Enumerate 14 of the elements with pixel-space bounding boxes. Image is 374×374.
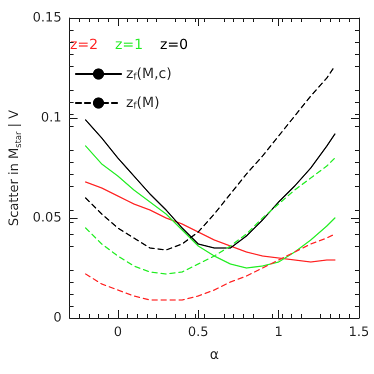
x-tick-label: 0: [114, 325, 122, 340]
x-tick-label: 1.5: [348, 325, 370, 340]
x-axis-title: α: [210, 347, 219, 363]
y-tick-label: 0.15: [32, 10, 62, 26]
annotation: z=2: [70, 37, 98, 53]
x-tick-label: 1: [274, 325, 283, 340]
annotation: z=0: [160, 37, 188, 53]
y-tick-label: 0.1: [40, 110, 62, 126]
y-tick-label: 0: [53, 310, 62, 326]
x-tick-label: 0.5: [188, 325, 209, 340]
y-axis-title: Scatter in Mstar | V: [7, 110, 23, 226]
line-series: [85, 65, 336, 251]
y-tick-label: 0.05: [32, 210, 62, 226]
annotation: z=1: [115, 37, 143, 53]
